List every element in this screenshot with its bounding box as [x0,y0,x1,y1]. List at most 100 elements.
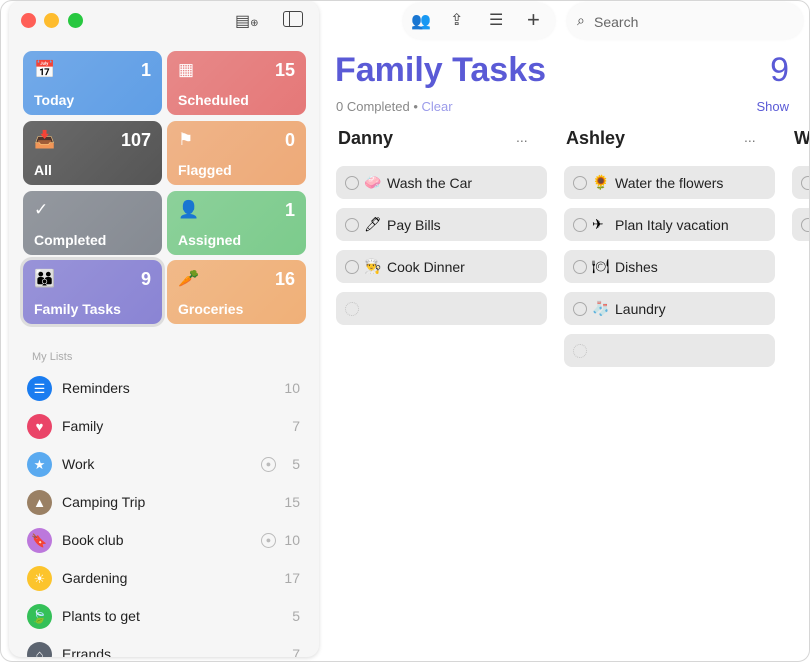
share-people-icon[interactable]: 👥 [411,13,431,30]
smart-list-scheduled[interactable]: ▦ 15 Scheduled [167,51,306,115]
smart-list-today[interactable]: 📅 1 Today [23,51,162,115]
column-header: Ashley [566,128,626,148]
toolbar-actions: 👥 ⇪ ☰ + [403,3,555,39]
smart-list-flagged[interactable]: ⚑ 0 Flagged [167,121,306,185]
person-icon: 👤 [178,200,200,219]
list-item[interactable]: 🔖 Book club ● 10 [27,525,303,555]
column-more-button[interactable]: ... [744,129,756,145]
heart-icon: ♥ [27,414,52,439]
add-icon[interactable]: + [527,7,540,32]
list-name: Gardening [62,570,128,586]
task-checkbox[interactable] [573,302,587,316]
smart-list-label: Assigned [178,232,242,248]
task-emoji: 🖊 [364,216,382,232]
list-add-icon[interactable]: ▤⊕ [235,13,259,30]
task-card[interactable]: 🖊 Pay Bills [336,208,547,241]
task-checkbox[interactable] [801,176,809,190]
list-count: 10 [284,380,300,396]
smart-list-label: Flagged [178,162,232,178]
close-button[interactable] [21,13,36,28]
smart-list-groceries[interactable]: 🥕 16 Groceries [167,260,306,324]
list-count: 7 [292,646,300,657]
task-emoji: ✈ [592,216,604,232]
shared-icon: ● [261,457,276,472]
task-title: Cook Dinner [387,259,465,275]
smart-list-count: 15 [274,60,295,80]
task-checkbox[interactable] [345,176,359,190]
task-card[interactable]: ✈ Plan Italy vacation [564,208,775,241]
family-icon: 👪 [34,269,56,288]
smart-list-label: Today [34,92,75,108]
house-icon: ⌂ [27,642,52,657]
column-header: Danny [338,128,394,148]
task-card[interactable]: 🧼 Wash the Car [336,166,547,199]
column-header: Wil [794,128,810,148]
list-item[interactable]: ☰ Reminders 10 [27,373,303,403]
task-card[interactable]: 🍽 Dishes [564,250,775,283]
smart-list-count: 107 [120,130,151,150]
list-item[interactable]: ♥ Family 7 [27,411,303,441]
list-count: 5 [292,456,300,472]
list-item[interactable]: ★ Work ● 5 [27,449,303,479]
bookmark-icon: 🔖 [27,528,52,553]
column-more-button[interactable]: ... [516,129,528,145]
task-emoji: 🍽 [592,258,610,274]
smart-list-label: Groceries [178,301,244,317]
task-card[interactable]: 🧦 Laundry [564,292,775,325]
smart-list-count: 9 [140,269,151,289]
list-item[interactable]: ☀ Gardening 17 [27,563,303,593]
calendar-today-icon: 📅 [34,60,56,79]
share-icon[interactable]: ⇪ [450,12,464,29]
page-title: Family Tasks [335,51,547,89]
task-emoji: 👨‍🍳 [364,258,382,274]
new-task-card[interactable] [564,334,775,367]
completed-count: 0 Completed [336,99,410,114]
smart-list-count: 1 [284,200,295,220]
tent-icon: ▲ [27,490,52,515]
task-checkbox[interactable] [345,260,359,274]
task-card[interactable]: 🌻 Water the flowers [564,166,775,199]
task-checkbox[interactable] [573,176,587,190]
list-item[interactable]: ▲ Camping Trip 15 [27,487,303,517]
smart-list-assigned[interactable]: 👤 1 Assigned [167,191,306,255]
smart-list-family-tasks[interactable]: 👪 9 Family Tasks [23,260,162,324]
task-checkbox[interactable] [573,218,587,232]
shared-icon: ● [261,533,276,548]
task-card[interactable] [792,208,809,241]
new-task-card[interactable] [336,292,547,325]
calendar-grid-icon: ▦ [178,60,195,79]
smart-list-completed[interactable]: ✓ Completed [23,191,162,255]
list-name: Reminders [62,380,130,396]
task-card[interactable] [792,166,809,199]
list-options-icon[interactable]: ☰ [489,12,504,29]
smart-list-count: 1 [140,60,151,80]
task-emoji: 🌻 [592,174,610,190]
smart-list-label: Scheduled [178,92,249,108]
completed-summary: 0 Completed • Clear [336,99,453,114]
list-bullet-icon: ☰ [27,376,52,401]
search-field[interactable]: ⌕ Search [567,3,803,39]
clear-button[interactable]: Clear [421,99,453,114]
zoom-button[interactable] [68,13,83,28]
task-title: Wash the Car [387,175,473,191]
list-name: Plants to get [62,608,140,624]
task-checkbox[interactable] [345,218,359,232]
sidebar-icon[interactable] [283,11,303,27]
search-icon: ⌕ [577,12,585,28]
task-title: Pay Bills [387,217,441,233]
smart-list-count: 0 [284,130,295,150]
list-item[interactable]: ⌂ Errands 7 [27,639,303,657]
task-checkbox[interactable] [573,260,587,274]
show-completed-button[interactable]: Show [756,99,789,114]
smart-list-label: Completed [34,232,107,248]
list-item[interactable]: 🍃 Plants to get 5 [27,601,303,631]
list-count: 15 [284,494,300,510]
list-count: 7 [292,418,300,434]
new-task-checkbox [573,344,587,358]
minimize-button[interactable] [44,13,59,28]
task-card[interactable]: 👨‍🍳 Cook Dinner [336,250,547,283]
task-checkbox[interactable] [801,218,809,232]
smart-list-label: All [34,162,52,178]
sun-icon: ☀ [27,566,52,591]
smart-list-all[interactable]: 📥 107 All [23,121,162,185]
